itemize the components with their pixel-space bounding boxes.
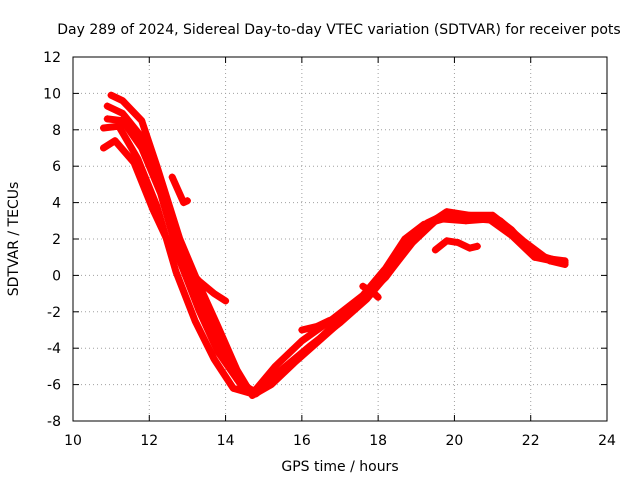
y-tick-label: -4 bbox=[47, 341, 61, 357]
data-point-marker bbox=[359, 291, 367, 299]
data-point-marker bbox=[130, 159, 138, 167]
data-point-marker bbox=[180, 260, 188, 268]
x-tick-label: 12 bbox=[140, 433, 158, 449]
y-tick-label: 2 bbox=[52, 232, 61, 248]
data-point-marker bbox=[119, 117, 127, 125]
data-point-marker bbox=[138, 144, 146, 152]
series-track-9 bbox=[431, 237, 481, 254]
data-point-marker bbox=[363, 295, 371, 303]
data-point-marker bbox=[462, 217, 470, 225]
series-track-4 bbox=[100, 122, 565, 398]
data-point-marker bbox=[172, 268, 180, 276]
data-point-marker bbox=[195, 306, 203, 314]
data-point-marker bbox=[531, 253, 539, 261]
data-point-marker bbox=[157, 190, 165, 197]
y-tick-label: -6 bbox=[47, 378, 61, 394]
data-point-marker bbox=[119, 97, 127, 105]
data-point-marker bbox=[420, 220, 428, 228]
series-track-6 bbox=[168, 173, 191, 207]
series-band bbox=[168, 173, 191, 207]
data-point-marker bbox=[431, 246, 439, 254]
data-point-marker bbox=[370, 290, 378, 298]
data-point-marker bbox=[557, 259, 565, 267]
y-tick-label: 4 bbox=[52, 196, 61, 212]
data-point-marker bbox=[374, 293, 382, 301]
data-point-marker bbox=[138, 117, 146, 125]
series-band bbox=[298, 313, 344, 334]
data-point-marker bbox=[313, 322, 321, 330]
data-point-marker bbox=[107, 91, 115, 99]
data-point-marker bbox=[508, 231, 516, 239]
data-point-marker bbox=[275, 368, 283, 376]
data-point-marker bbox=[466, 244, 474, 252]
data-point-marker bbox=[138, 133, 146, 141]
data-point-marker bbox=[485, 215, 493, 223]
data-point-marker bbox=[149, 206, 157, 214]
series-track-8 bbox=[359, 282, 382, 301]
data-point-marker bbox=[115, 122, 123, 130]
data-point-marker bbox=[325, 317, 333, 325]
data-point-marker bbox=[298, 337, 306, 345]
y-tick-label: 8 bbox=[52, 123, 61, 139]
data-point-marker bbox=[382, 264, 390, 272]
data-point-marker bbox=[210, 355, 218, 363]
y-tick-label: 10 bbox=[43, 86, 61, 102]
y-axis-label: SDTVAR / TECUs bbox=[6, 182, 22, 297]
data-point-marker bbox=[180, 199, 188, 207]
data-point-marker bbox=[359, 282, 367, 290]
data-point-marker bbox=[298, 326, 306, 334]
x-tick-label: 22 bbox=[522, 433, 540, 449]
chart-title: Day 289 of 2024, Sidereal Day-to-day VTE… bbox=[57, 22, 620, 38]
y-tick-label: -8 bbox=[47, 414, 61, 430]
x-tick-label: 24 bbox=[598, 433, 616, 449]
data-point-marker bbox=[222, 297, 230, 305]
x-tick-label: 20 bbox=[446, 433, 464, 449]
data-point-marker bbox=[100, 124, 108, 132]
x-tick-label: 18 bbox=[369, 433, 387, 449]
data-point-marker bbox=[271, 362, 279, 370]
data-point-marker bbox=[134, 155, 142, 163]
data-point-marker bbox=[408, 239, 416, 247]
data-point-marker bbox=[473, 242, 481, 250]
data-point-marker bbox=[119, 109, 127, 117]
series-band bbox=[100, 122, 565, 398]
data-series bbox=[100, 91, 569, 400]
data-point-marker bbox=[168, 173, 176, 181]
data-point-marker bbox=[183, 197, 191, 205]
data-point-marker bbox=[164, 239, 172, 247]
data-point-marker bbox=[248, 390, 256, 398]
grid-lines bbox=[73, 57, 607, 421]
x-axis-label: GPS time / hours bbox=[281, 459, 398, 475]
data-point-marker bbox=[111, 137, 119, 145]
data-point-marker bbox=[103, 102, 111, 110]
data-point-marker bbox=[100, 144, 108, 152]
y-tick-label: 6 bbox=[52, 159, 61, 175]
x-tick-label: 16 bbox=[293, 433, 311, 449]
data-point-marker bbox=[229, 384, 237, 392]
data-point-marker bbox=[305, 342, 313, 350]
x-tick-label: 14 bbox=[217, 433, 235, 449]
data-point-marker bbox=[103, 115, 111, 123]
y-tick-label: 12 bbox=[43, 50, 61, 66]
data-point-marker bbox=[214, 348, 222, 356]
data-point-marker bbox=[443, 237, 451, 245]
x-tick-label: 10 bbox=[64, 433, 82, 449]
series-track-5 bbox=[100, 137, 230, 305]
y-tick-label: 0 bbox=[52, 268, 61, 284]
data-point-marker bbox=[195, 277, 203, 285]
data-point-marker bbox=[191, 317, 199, 325]
y-tick-label: -2 bbox=[47, 305, 61, 321]
data-point-marker bbox=[439, 215, 447, 223]
data-point-marker bbox=[454, 239, 462, 247]
series-track-7 bbox=[298, 313, 344, 334]
data-point-marker bbox=[401, 235, 409, 243]
data-point-marker bbox=[336, 313, 344, 321]
data-point-marker bbox=[210, 290, 218, 298]
